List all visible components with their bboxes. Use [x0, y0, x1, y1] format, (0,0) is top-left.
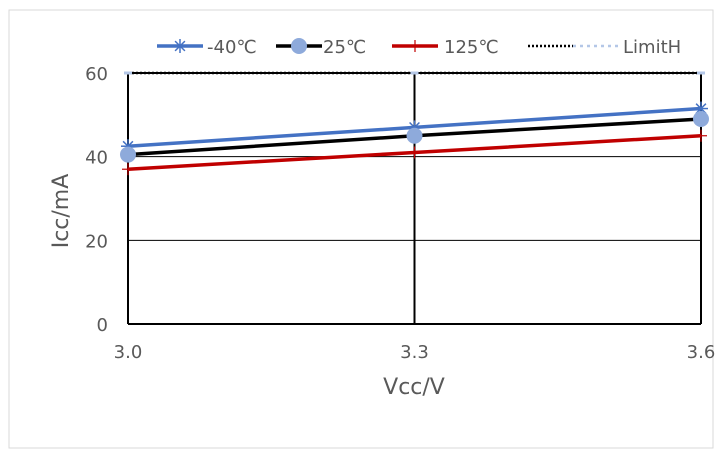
legend-label: LimitH — [623, 37, 681, 58]
legend-item: LimitH — [528, 37, 681, 58]
marker-plus — [122, 163, 134, 176]
legend-label: 125℃ — [444, 37, 499, 58]
legend-item: 25℃ — [276, 37, 366, 58]
x-tick-label: 3.0 — [114, 342, 143, 363]
legend-label: 25℃ — [323, 37, 366, 58]
marker-circle — [693, 111, 709, 128]
legend-label: -40℃ — [207, 37, 257, 58]
y-tick-label: 60 — [85, 64, 108, 85]
marker-star — [173, 39, 187, 53]
y-tick-label: 20 — [85, 231, 108, 252]
y-tick-label: 0 — [97, 315, 108, 336]
legend-item: 125℃ — [392, 37, 499, 58]
series-layer — [120, 71, 709, 176]
data-point — [408, 146, 421, 159]
data-point — [120, 146, 136, 163]
x-axis-title: Vcc/V — [383, 375, 445, 400]
marker-plus — [695, 129, 707, 142]
series-3 — [122, 129, 707, 176]
y-tick-label: 40 — [85, 148, 108, 169]
marker-circle — [291, 38, 307, 54]
data-point — [695, 129, 707, 142]
marker-circle — [406, 127, 423, 144]
legend: -40℃ 25℃ 125℃ LimitH — [157, 37, 681, 58]
data-point — [693, 111, 709, 128]
y-axis-title: Icc/mA — [49, 174, 74, 249]
series-1 — [121, 101, 708, 154]
legend-item: -40℃ — [157, 37, 257, 58]
chart-border — [8, 9, 714, 449]
tick-labels: 0 20 40 60 3.0 3.3 3.6 — [85, 64, 715, 363]
x-tick-label: 3.6 — [687, 342, 716, 363]
marker-plus — [408, 146, 421, 159]
data-point — [406, 127, 423, 144]
marker-circle — [120, 146, 136, 163]
data-point — [122, 163, 134, 176]
series-2 — [120, 111, 709, 163]
marker-plus — [409, 40, 421, 52]
x-tick-label: 3.3 — [400, 342, 429, 363]
